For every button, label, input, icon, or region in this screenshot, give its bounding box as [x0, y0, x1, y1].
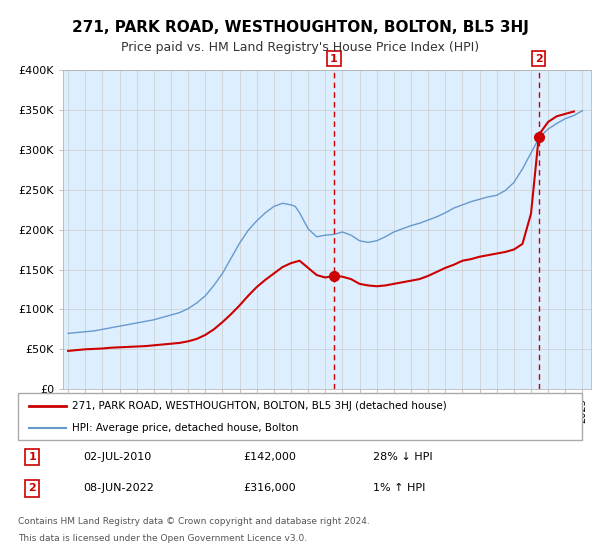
Text: 2: 2 [535, 54, 542, 64]
Text: 1: 1 [330, 54, 338, 64]
Text: Contains HM Land Registry data © Crown copyright and database right 2024.: Contains HM Land Registry data © Crown c… [18, 517, 370, 526]
Text: £316,000: £316,000 [244, 483, 296, 493]
Text: 08-JUN-2022: 08-JUN-2022 [83, 483, 154, 493]
Text: 28% ↓ HPI: 28% ↓ HPI [373, 452, 433, 462]
Text: 2: 2 [28, 483, 36, 493]
Text: 1% ↑ HPI: 1% ↑ HPI [373, 483, 425, 493]
Text: 1: 1 [28, 452, 36, 462]
Text: 271, PARK ROAD, WESTHOUGHTON, BOLTON, BL5 3HJ (detached house): 271, PARK ROAD, WESTHOUGHTON, BOLTON, BL… [71, 401, 446, 411]
Text: Price paid vs. HM Land Registry's House Price Index (HPI): Price paid vs. HM Land Registry's House … [121, 41, 479, 54]
Text: HPI: Average price, detached house, Bolton: HPI: Average price, detached house, Bolt… [71, 423, 298, 433]
Text: This data is licensed under the Open Government Licence v3.0.: This data is licensed under the Open Gov… [18, 534, 307, 543]
Text: 271, PARK ROAD, WESTHOUGHTON, BOLTON, BL5 3HJ: 271, PARK ROAD, WESTHOUGHTON, BOLTON, BL… [71, 20, 529, 35]
Text: 02-JUL-2010: 02-JUL-2010 [83, 452, 151, 462]
Text: £142,000: £142,000 [244, 452, 296, 462]
